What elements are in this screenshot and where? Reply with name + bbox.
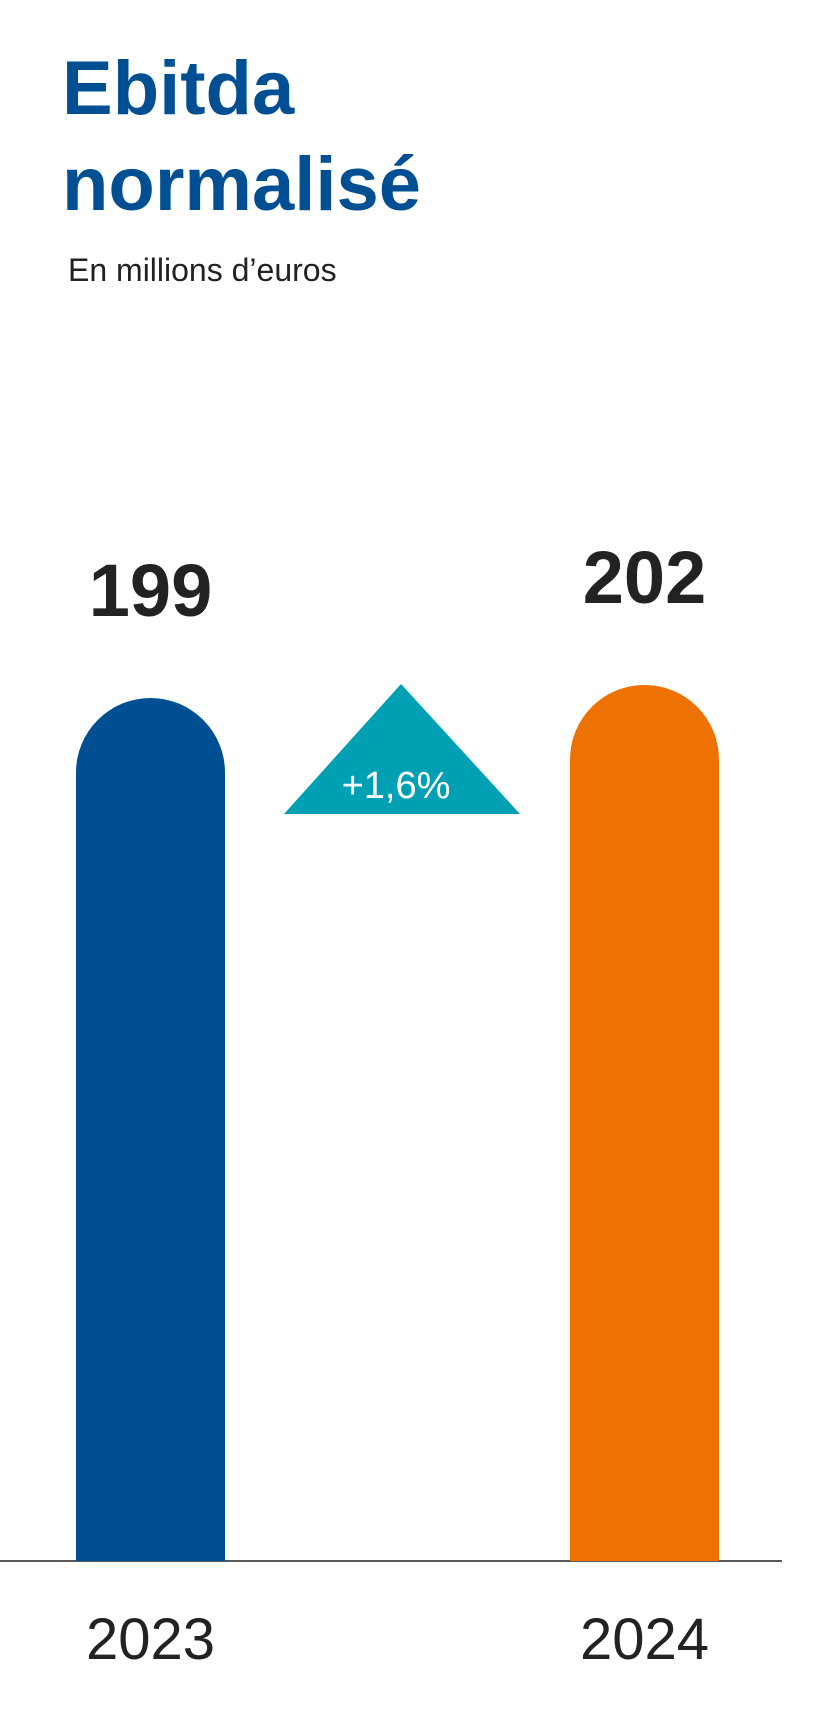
- bar: [570, 685, 719, 1561]
- chart-title: Ebitda: [62, 46, 295, 131]
- annotation-label: +1,6%: [342, 765, 451, 807]
- bar: [76, 698, 225, 1561]
- value-label: 202: [583, 536, 706, 619]
- chart-subtitle: En millions d’euros: [68, 252, 337, 288]
- chart-title: normalisé: [62, 142, 421, 227]
- x-tick-label: 2024: [580, 1607, 709, 1672]
- value-label: 199: [89, 549, 212, 632]
- x-tick-label: 2023: [86, 1607, 215, 1672]
- annotation-triangle: [284, 684, 520, 814]
